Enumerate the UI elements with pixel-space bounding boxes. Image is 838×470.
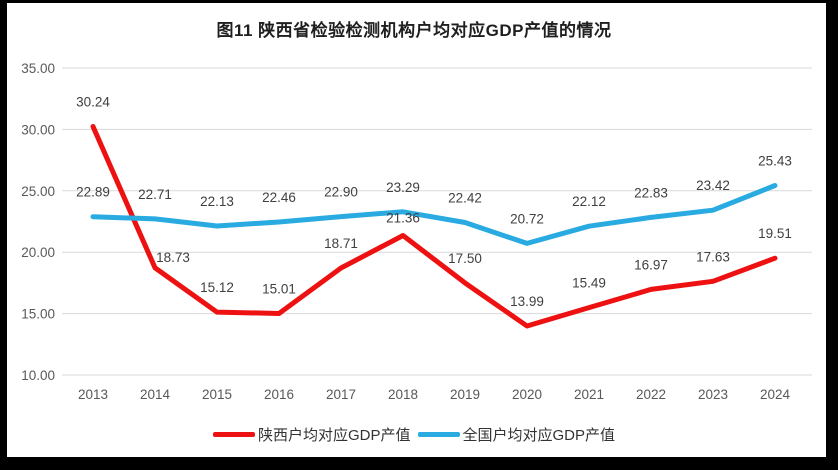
- x-axis-tick-label: 2017: [326, 387, 356, 402]
- x-axis-tick-label: 2021: [574, 387, 604, 402]
- data-label: 21.36: [386, 210, 420, 225]
- data-label: 25.43: [758, 154, 792, 169]
- data-label: 22.46: [262, 190, 296, 205]
- legend-item-national: 全国户均对应GDP产值: [417, 424, 616, 445]
- legend-label: 全国户均对应GDP产值: [462, 427, 616, 444]
- chart-title: 图11 陕西省检验检测机构户均对应GDP产值的情况: [216, 21, 612, 40]
- data-label: 22.83: [634, 185, 668, 200]
- data-label: 15.12: [200, 280, 234, 295]
- legend-swatch-red-line: [212, 432, 255, 437]
- y-axis-tick-label: 20.00: [21, 245, 55, 260]
- x-axis-tick-label: 2015: [202, 387, 232, 402]
- y-axis-tick-label: 35.00: [21, 61, 55, 76]
- series-line-1: [90, 183, 778, 246]
- data-label: 30.24: [76, 94, 110, 109]
- data-label: 16.97: [634, 257, 668, 272]
- x-axis-tick-label: 2023: [698, 387, 728, 402]
- data-label: 18.73: [156, 250, 190, 265]
- legend-label: 陕西户均对应GDP产值: [257, 427, 411, 444]
- data-label: 23.42: [696, 178, 730, 193]
- series-line-0: [90, 124, 778, 329]
- data-label: 22.89: [76, 185, 110, 200]
- data-label: 15.01: [262, 281, 296, 296]
- data-label: 15.49: [572, 276, 606, 291]
- chart-legend: 陕西户均对应GDP产值 全国户均对应GDP产值: [14, 424, 814, 445]
- x-axis-tick-label: 2016: [264, 387, 294, 402]
- x-axis-tick-label: 2014: [140, 387, 171, 402]
- legend-swatch-blue-line: [417, 432, 460, 437]
- data-label: 17.50: [448, 251, 482, 266]
- data-label: 20.72: [510, 211, 544, 226]
- x-axis-tick-label: 2013: [78, 387, 108, 402]
- data-label: 22.13: [200, 194, 234, 209]
- x-axis-tick-label: 2019: [450, 387, 480, 402]
- data-label: 13.99: [510, 294, 544, 309]
- y-axis-tick-label: 10.00: [21, 368, 55, 383]
- data-label: 22.90: [324, 185, 358, 200]
- y-axis-tick-label: 30.00: [21, 122, 55, 137]
- data-label: 19.51: [758, 226, 792, 241]
- data-label: 22.12: [572, 194, 606, 209]
- data-label: 18.71: [324, 236, 358, 251]
- legend-item-shaanxi: 陕西户均对应GDP产值: [212, 424, 411, 445]
- y-axis-tick-label: 15.00: [21, 307, 55, 322]
- x-axis-tick-label: 2018: [388, 387, 418, 402]
- x-axis-tick-label: 2022: [636, 387, 666, 402]
- data-label: 22.42: [448, 190, 482, 205]
- data-label: 22.71: [138, 187, 172, 202]
- x-axis-tick-label: 2020: [512, 387, 542, 402]
- chart-card: 图11 陕西省检验检测机构户均对应GDP产值的情况 陕西户均对应GDP产值 全国…: [7, 3, 826, 457]
- x-axis-tick-label: 2024: [760, 387, 791, 402]
- y-axis-tick-label: 25.00: [21, 184, 55, 199]
- data-label: 23.29: [386, 180, 420, 195]
- data-label: 17.63: [696, 249, 730, 264]
